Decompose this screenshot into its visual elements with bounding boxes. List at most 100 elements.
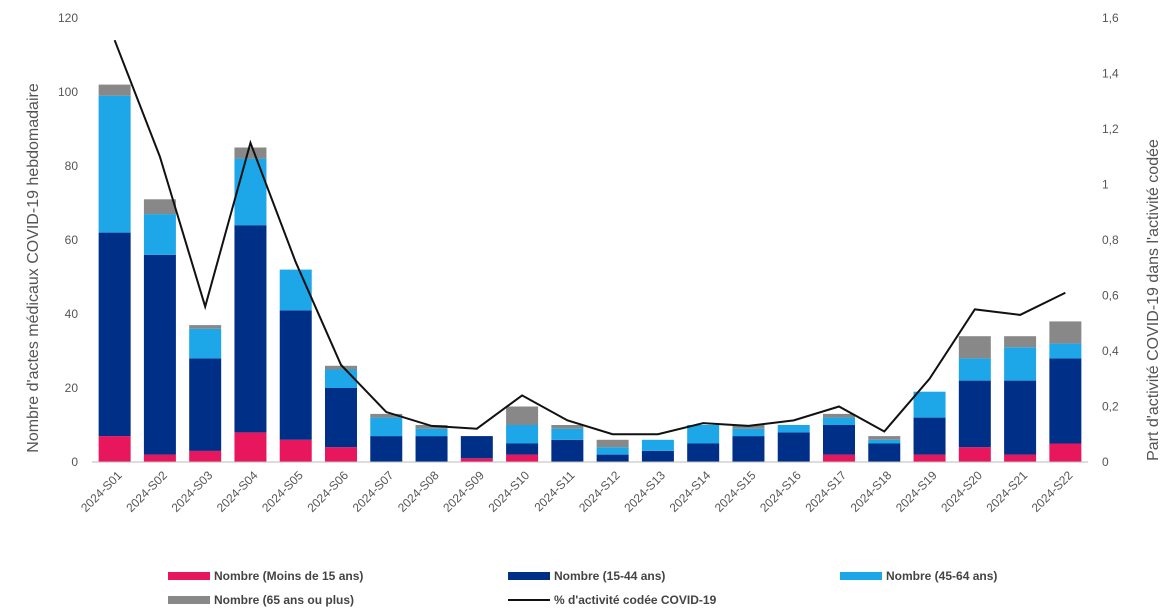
bar-segment-2-22 (1049, 358, 1082, 444)
bar-segment-3-2 (143, 214, 176, 255)
y-left-tick-label: 80 (65, 159, 79, 173)
x-tick-label: 2024-S05 (259, 468, 306, 515)
bar-segment-2-8 (415, 436, 448, 462)
bar-segment-2-21 (1004, 380, 1037, 455)
y-right-tick-label: 1,2 (1102, 122, 1119, 136)
x-tick-label: 2024-S21 (984, 468, 1031, 515)
x-tick-label: 2024-S16 (757, 468, 804, 515)
bar-segment-3-15 (732, 428, 765, 437)
bar-segment-4-4 (234, 147, 267, 159)
x-tick-label: 2024-S18 (848, 468, 895, 515)
bars-layer (98, 84, 1082, 462)
bar-segment-4-18 (868, 436, 901, 440)
bar-segment-3-5 (279, 269, 312, 311)
bar-segment-4-6 (325, 365, 357, 370)
y-right-tick-label: 1,4 (1102, 67, 1119, 81)
x-tick-label: 2024-S22 (1029, 468, 1076, 515)
y-left-tick-label: 60 (65, 233, 79, 247)
bar-segment-3-3 (189, 328, 222, 359)
x-tick-label: 2024-S07 (350, 468, 397, 515)
bar-segment-1-9 (460, 458, 493, 462)
bar-segment-2-4 (234, 225, 267, 433)
bar-segment-3-4 (234, 158, 267, 226)
x-tick-label: 2024-S01 (78, 468, 125, 515)
bar-segment-4-17 (823, 413, 855, 418)
bar-segment-2-14 (687, 443, 720, 462)
bar-segment-4-12 (596, 439, 629, 448)
bar-segment-2-1 (98, 232, 131, 437)
bar-segment-1-3 (189, 450, 222, 462)
legend-swatch (840, 572, 882, 580)
bar-segment-2-12 (596, 454, 629, 462)
bar-segment-2-16 (777, 432, 810, 462)
bar-segment-2-5 (279, 310, 312, 440)
bar-segment-2-13 (641, 450, 674, 462)
y-left-tick-label: 20 (65, 381, 79, 395)
x-tick-label: 2024-S03 (169, 468, 216, 515)
x-tick-label: 2024-S11 (531, 468, 577, 514)
legend-swatch (168, 596, 210, 604)
bar-segment-3-10 (506, 425, 539, 444)
x-tick-label: 2024-S14 (667, 468, 714, 515)
bar-segment-4-10 (506, 406, 539, 425)
x-tick-label: 2024-S20 (938, 468, 985, 515)
bar-segment-4-21 (1004, 336, 1037, 348)
x-tick-label: 2024-S10 (486, 468, 533, 515)
bar-segment-2-17 (823, 425, 855, 455)
bar-segment-2-20 (958, 380, 991, 448)
bar-segment-1-5 (279, 439, 312, 462)
bar-segment-1-21 (1004, 454, 1037, 462)
x-tick-label: 2024-S06 (304, 468, 351, 515)
y-left-tick-label: 0 (71, 455, 78, 469)
x-tick-label: 2024-S08 (395, 468, 442, 515)
bar-segment-1-10 (506, 454, 539, 462)
bar-segment-2-3 (189, 358, 222, 451)
bar-segment-3-6 (325, 369, 357, 388)
bar-segment-3-13 (641, 439, 674, 451)
legend-label: % d'activité codée COVID-19 (554, 593, 717, 607)
bar-segment-1-19 (913, 454, 946, 462)
y-left-tick-label: 40 (65, 307, 79, 321)
bar-segment-2-6 (325, 388, 357, 448)
bar-segment-3-18 (868, 439, 901, 444)
bar-segment-1-6 (325, 447, 357, 462)
legend-label: Nombre (15-44 ans) (554, 569, 665, 583)
bar-segment-2-15 (732, 436, 765, 462)
x-tick-label: 2024-S17 (802, 468, 849, 515)
legend-label: Nombre (Moins de 15 ans) (214, 569, 363, 583)
legend-swatch (508, 572, 550, 580)
bar-segment-2-19 (913, 417, 946, 455)
x-tick-label: 2024-S13 (621, 468, 668, 515)
bar-segment-3-11 (551, 428, 584, 440)
bar-segment-1-1 (98, 436, 131, 462)
bar-segment-3-1 (98, 95, 131, 233)
legend-swatch (168, 572, 210, 580)
bar-segment-3-12 (596, 447, 629, 455)
y-left-tick-labels: 0 20 40 60 80 100 120 (58, 11, 78, 469)
x-tick-label: 2024-S09 (440, 468, 487, 515)
x-tick-label: 2024-S02 (123, 468, 170, 515)
legend: Nombre (Moins de 15 ans) Nombre (15-44 an… (168, 569, 997, 607)
y-right-tick-labels: 0 0,2 0,4 0,6 0,8 1 1,2 1,4 1,6 (1102, 11, 1119, 469)
x-tick-label: 2024-S04 (214, 468, 261, 515)
x-tick-label: 2024-S19 (893, 468, 940, 515)
y-right-tick-label: 0,8 (1102, 233, 1119, 247)
y-right-tick-label: 1 (1102, 178, 1109, 192)
y-right-tick-label: 0,6 (1102, 289, 1119, 303)
bar-segment-3-8 (415, 428, 448, 437)
bar-segment-4-1 (98, 84, 131, 96)
bar-segment-3-20 (958, 358, 991, 381)
y-left-tick-label: 100 (58, 85, 78, 99)
bar-segment-4-11 (551, 425, 584, 429)
bar-segment-2-2 (143, 254, 176, 455)
bar-segment-2-9 (460, 436, 493, 459)
legend-label: Nombre (65 ans ou plus) (214, 593, 354, 607)
bar-segment-1-20 (958, 447, 991, 462)
bar-segment-4-2 (143, 199, 176, 215)
bar-segment-3-14 (687, 425, 720, 444)
bar-segment-4-20 (958, 336, 991, 359)
line-layer (113, 39, 1066, 436)
y-right-tick-label: 0 (1102, 455, 1109, 469)
line-series (113, 39, 1066, 436)
